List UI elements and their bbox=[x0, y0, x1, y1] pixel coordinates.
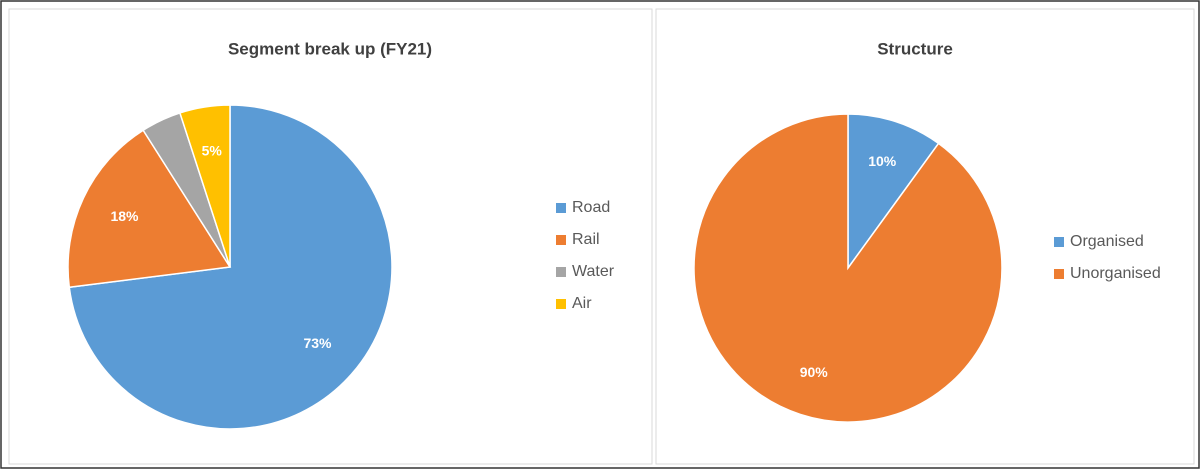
pie-slice bbox=[847, 113, 940, 271]
legend-label: Water bbox=[572, 263, 615, 280]
pie-slice bbox=[693, 113, 1003, 423]
legend-swatch bbox=[556, 203, 566, 213]
chart-title: Segment break up (FY21) bbox=[228, 39, 432, 58]
legend-swatch bbox=[1054, 237, 1064, 247]
chart-title: Structure bbox=[877, 39, 953, 58]
pie-slice bbox=[67, 129, 232, 289]
data-label: 90% bbox=[800, 364, 829, 380]
legend-label: Unorganised bbox=[1070, 265, 1161, 282]
data-label: 73% bbox=[303, 335, 332, 351]
legend-label: Road bbox=[572, 199, 610, 216]
legend-swatch bbox=[1054, 269, 1064, 279]
data-label: 10% bbox=[868, 153, 897, 169]
legend-swatch bbox=[556, 267, 566, 277]
data-label: 18% bbox=[110, 208, 139, 224]
legend-swatch bbox=[556, 235, 566, 245]
legend-swatch bbox=[556, 299, 566, 309]
legend-label: Air bbox=[572, 295, 592, 312]
pie-slice bbox=[178, 104, 231, 268]
legend-label: Organised bbox=[1070, 233, 1144, 250]
data-label: 5% bbox=[202, 142, 223, 158]
legend-label: Rail bbox=[572, 231, 600, 248]
